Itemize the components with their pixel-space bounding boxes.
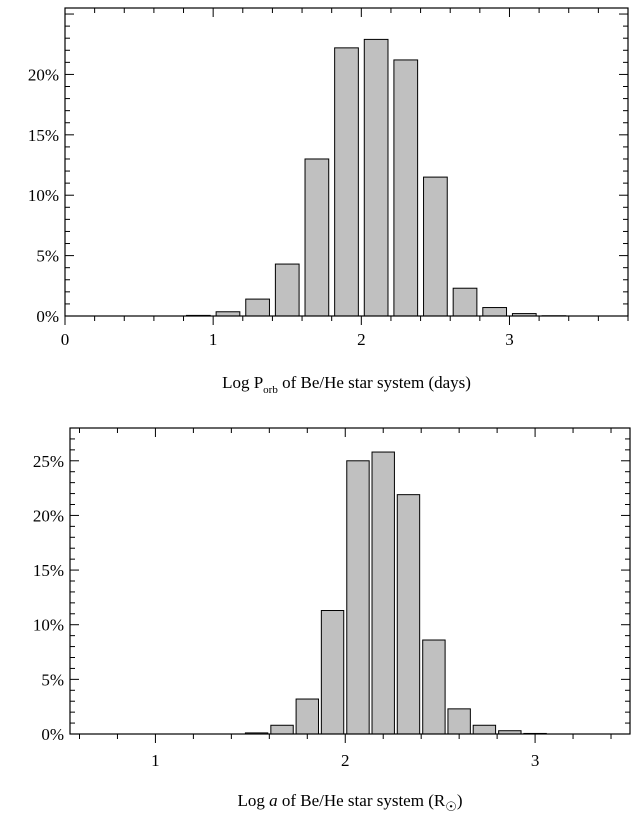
y-tick-label: 0% <box>36 307 59 326</box>
x-tick-label: 3 <box>531 751 540 770</box>
y-tick-label: 5% <box>36 247 59 266</box>
plot-frame <box>64 7 629 317</box>
bar <box>422 639 446 735</box>
bar <box>215 311 241 317</box>
bar <box>482 307 508 317</box>
bar <box>371 451 395 735</box>
bar <box>346 460 370 735</box>
y-tick-label: 15% <box>33 561 64 580</box>
bar <box>363 38 389 317</box>
x-tick-label: 2 <box>357 330 366 349</box>
y-tick-label: 10% <box>33 616 64 635</box>
x-tick-label: 3 <box>505 330 514 349</box>
x-tick-label: 0 <box>61 330 70 349</box>
bar <box>245 298 270 317</box>
y-tick-label: 5% <box>41 670 64 689</box>
bar <box>396 494 421 735</box>
y-tick-label: 20% <box>28 65 59 84</box>
x-tick-label: 1 <box>209 330 218 349</box>
bar <box>452 287 478 317</box>
x-tick-label: 2 <box>341 751 350 770</box>
chart-orbital-separation: 0% 5% 10% 15% 20% 25% 1 2 3 Log a of Be/He star s… <box>33 427 631 814</box>
y-tick-label: 15% <box>28 126 59 145</box>
bar <box>423 176 448 317</box>
bar <box>393 59 419 317</box>
bar <box>274 263 300 317</box>
chart-orbital-period: 0% 5% 10% 15% 20% 0 1 2 3 Log Porb of Be/He star … <box>28 7 629 396</box>
y-tick-label: 20% <box>33 506 64 525</box>
x-tick-label: 1 <box>151 751 160 770</box>
y-tick-label: 10% <box>28 186 59 205</box>
bar <box>295 698 319 735</box>
bar <box>334 47 359 317</box>
bar <box>270 724 294 735</box>
bar <box>447 708 471 735</box>
bar <box>320 610 345 735</box>
y-tick-label: 25% <box>33 452 64 471</box>
bar <box>304 158 330 317</box>
bar <box>472 724 497 735</box>
x-axis-title: Log a of Be/He star system (R☉) <box>237 791 462 814</box>
y-tick-label: 0% <box>41 725 64 744</box>
x-axis-title: Log Porb of Be/He star system (days) <box>222 373 471 396</box>
